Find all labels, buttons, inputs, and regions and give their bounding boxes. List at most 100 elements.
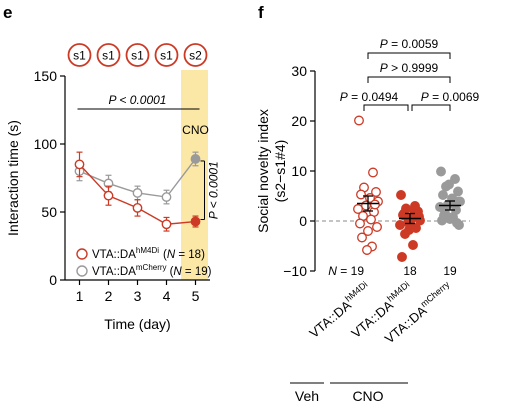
n-count-veh: N = 19 <box>328 264 364 278</box>
scatter-point <box>438 190 448 200</box>
scatter-point <box>396 190 406 200</box>
pvalue-text: = 0.0059 <box>388 37 439 51</box>
session-circle <box>125 43 150 67</box>
scatter-point <box>444 179 454 190</box>
scatter-point <box>408 240 418 250</box>
scatter-point <box>397 252 407 262</box>
group-label-prefix: VTA::DA <box>306 297 354 341</box>
scatter-point <box>452 218 462 228</box>
pvalue-letter: P <box>380 37 388 51</box>
panel-e-letter: e <box>3 3 12 22</box>
panel-e-ytick-label: 150 <box>34 68 58 84</box>
panel-e-xtick-label: 2 <box>105 288 113 304</box>
session-circle <box>67 43 92 67</box>
panel-e-ytick-label: 50 <box>41 204 57 220</box>
session-circle <box>154 43 179 67</box>
bracket-top <box>367 52 451 59</box>
data-point <box>161 219 172 230</box>
group-label-sup: hM4Di <box>343 279 369 303</box>
scatter-point <box>453 186 463 197</box>
scatter-point <box>395 220 405 230</box>
cno-highlight-band <box>181 70 208 280</box>
legend-mcherry-n: N <box>173 266 182 278</box>
session-circle <box>96 43 121 67</box>
panel-e-axes: 0 50 100 150 1 2 3 4 5 <box>34 68 210 304</box>
legend-hm4di-n: N <box>167 249 176 261</box>
pvalue-top: P < 0.0001 <box>109 93 167 107</box>
panel-f-points <box>353 115 465 262</box>
panel-e-xtick-label: 4 <box>163 288 171 304</box>
data-point <box>132 188 143 198</box>
legend-hm4di-nclose: = 18) <box>175 249 205 261</box>
data-point <box>190 154 201 164</box>
session-label: s1 <box>102 49 115 63</box>
pvalue-letter: P <box>340 90 348 104</box>
panel-e-ylabel: Interaction time (s) <box>5 120 21 236</box>
data-point <box>74 159 85 170</box>
panel-e-xtick-label: 5 <box>192 288 200 304</box>
panel-f: f P = 0.0059 P > 0.9999 P = 0.0494 P = 0… <box>255 3 480 404</box>
panel-f-ytick-label: 30 <box>291 63 307 79</box>
legend-mcherry-nclose: = 19) <box>182 266 212 278</box>
session-label: s1 <box>160 49 173 63</box>
pvalue-letter: P <box>380 61 388 75</box>
bracket-left <box>363 104 409 111</box>
scatter-point <box>363 226 373 236</box>
pvalue-top-f: P = 0.0059 <box>380 37 439 51</box>
legend-hm4di-sup: hM4Di <box>136 246 159 255</box>
panel-f-ytick-label: 20 <box>291 113 307 129</box>
session-circle <box>183 43 208 67</box>
legend-hm4di-prefix: VTA::DA <box>92 249 136 261</box>
n-value: = 19 <box>337 264 364 278</box>
panel-f-ylabel-line2: (s2−s1#4) <box>272 140 288 203</box>
panel-f-ytick-label: −10 <box>283 263 307 279</box>
pvalue-right-f: P = 0.0069 <box>421 90 480 104</box>
panel-e-ytick-label: 100 <box>34 136 58 152</box>
scatter-point <box>439 210 449 221</box>
legend-marker-mcherry <box>76 265 88 277</box>
panel-e-series <box>74 151 201 232</box>
pvalue-side: P < 0.0001 <box>207 161 221 219</box>
scatter-point <box>362 245 372 255</box>
scatter-point <box>404 225 414 235</box>
panel-f-axes: −10 0 10 20 30 <box>283 63 470 279</box>
scatter-point <box>354 115 364 126</box>
legend-marker-hm4di <box>76 248 88 260</box>
scatter-point <box>371 187 381 197</box>
n-count: 19 <box>443 264 457 278</box>
panel-e-xtick-label: 1 <box>76 288 84 304</box>
data-point <box>132 203 143 213</box>
cno-label: CNO <box>182 123 209 137</box>
legend-label-mcherry: VTA::DAmCherry (N = 19) <box>92 263 212 278</box>
pvalue-text: = 0.0494 <box>348 90 399 104</box>
bracket-middle <box>367 76 451 83</box>
group-label-sup: hM4Di <box>385 279 411 303</box>
scatter-point <box>353 204 363 214</box>
panel-e-xtick-label: 3 <box>134 288 142 304</box>
pvalue-left-f: P = 0.0494 <box>340 90 399 104</box>
scatter-point <box>450 174 460 184</box>
n-letter: N <box>328 264 337 278</box>
scatter-point <box>372 222 382 232</box>
data-point <box>161 192 172 202</box>
scatter-point <box>357 232 367 243</box>
panel-e-ytick-label: 0 <box>49 272 57 288</box>
scatter-point <box>361 200 371 211</box>
bracket-right <box>411 104 451 111</box>
data-point <box>190 216 201 227</box>
veh-group-label: Veh <box>295 388 319 404</box>
legend: VTA::DAhM4Di (N = 18) VTA::DAmCherry (N = … <box>76 246 212 278</box>
session-label: s1 <box>131 49 144 63</box>
n-count: 18 <box>403 264 417 278</box>
scatter-point <box>370 199 380 210</box>
session-label: s2 <box>189 49 202 63</box>
scatter-point <box>356 189 366 200</box>
legend-label-hm4di: VTA::DAhM4Di (N = 18) <box>92 246 205 261</box>
panel-f-ylabel: Social novelty index(s2−s1#4) <box>255 109 288 233</box>
pvalue-letter: P <box>421 90 429 104</box>
data-point <box>103 190 114 201</box>
session-label: s1 <box>73 49 86 63</box>
scatter-point <box>409 205 419 216</box>
